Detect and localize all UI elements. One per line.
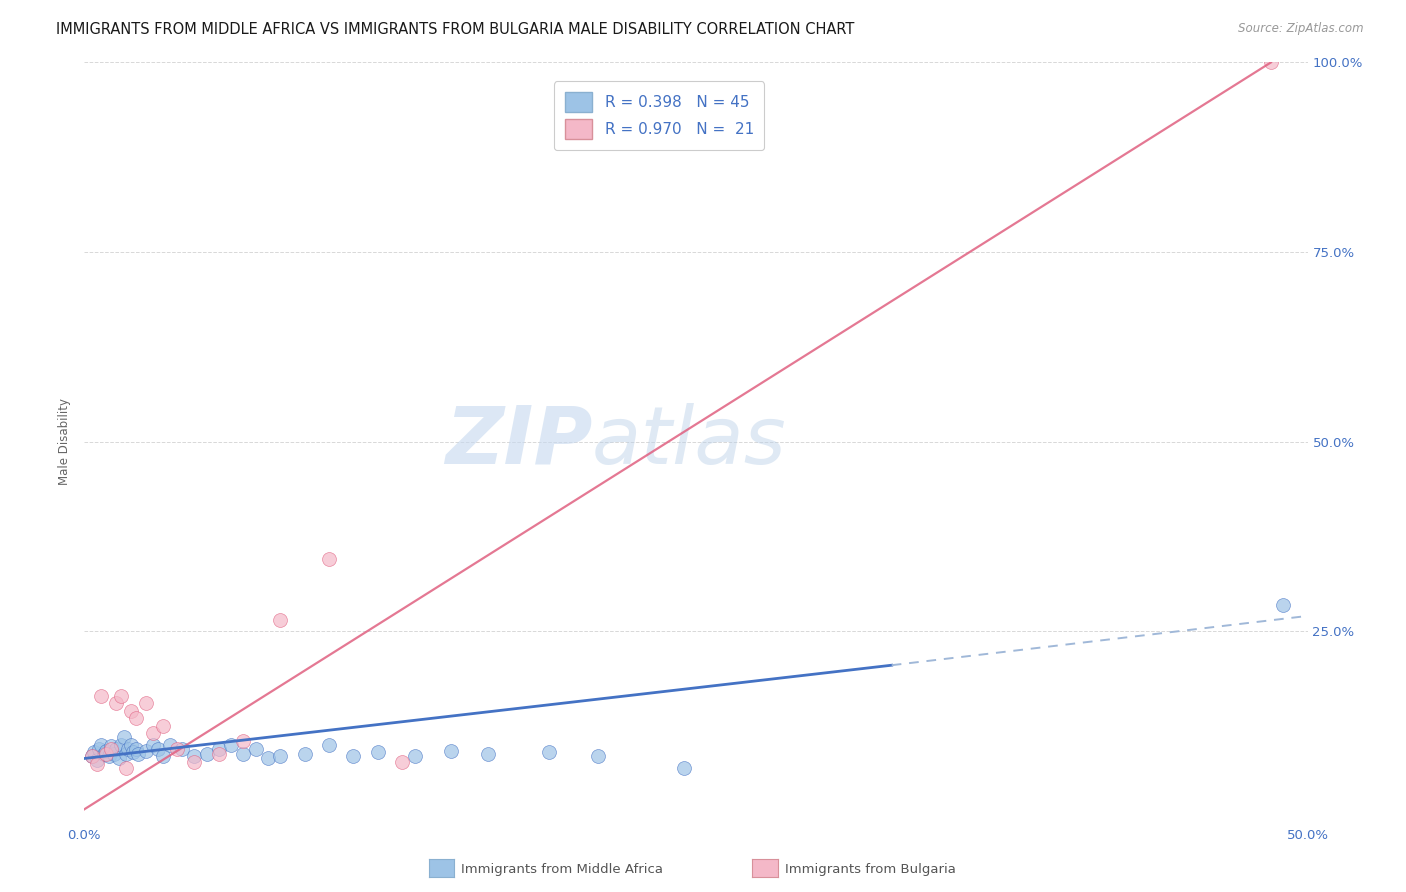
Point bbox=[122, 746, 145, 760]
Point bbox=[172, 741, 194, 756]
Point bbox=[80, 749, 103, 764]
Text: IMMIGRANTS FROM MIDDLE AFRICA VS IMMIGRANTS FROM BULGARIA MALE DISABILITY CORREL: IMMIGRANTS FROM MIDDLE AFRICA VS IMMIGRA… bbox=[56, 22, 855, 37]
Point bbox=[269, 613, 291, 627]
Point bbox=[183, 755, 205, 769]
Point bbox=[100, 739, 122, 754]
Point bbox=[110, 738, 132, 752]
Point bbox=[152, 719, 174, 733]
Text: Immigrants from Middle Africa: Immigrants from Middle Africa bbox=[461, 863, 664, 876]
Point bbox=[115, 747, 138, 761]
Point bbox=[294, 747, 316, 761]
Point bbox=[208, 747, 231, 761]
Point bbox=[208, 741, 231, 756]
Point bbox=[342, 749, 364, 764]
Point bbox=[105, 741, 128, 756]
Point bbox=[440, 744, 463, 758]
Legend: R = 0.398   N = 45, R = 0.970   N =  21: R = 0.398 N = 45, R = 0.970 N = 21 bbox=[554, 81, 765, 150]
Point bbox=[142, 738, 165, 752]
Point bbox=[93, 747, 115, 761]
Point bbox=[107, 751, 129, 765]
Point bbox=[195, 747, 218, 761]
Point bbox=[1260, 55, 1282, 70]
Point bbox=[86, 753, 108, 767]
Point bbox=[257, 751, 280, 765]
Point bbox=[117, 741, 139, 756]
Point bbox=[110, 689, 132, 703]
Point bbox=[477, 747, 499, 761]
Point bbox=[80, 749, 103, 764]
Point bbox=[135, 696, 157, 710]
Point bbox=[142, 726, 165, 740]
Point bbox=[245, 741, 267, 756]
Text: atlas: atlas bbox=[592, 402, 787, 481]
Point bbox=[120, 738, 142, 752]
Point bbox=[120, 704, 142, 718]
Point bbox=[90, 738, 112, 752]
Point bbox=[232, 747, 254, 761]
Point bbox=[318, 552, 340, 566]
Point bbox=[391, 755, 413, 769]
Point bbox=[146, 741, 169, 756]
Point bbox=[538, 746, 561, 760]
Point bbox=[367, 746, 389, 760]
Y-axis label: Male Disability: Male Disability bbox=[58, 398, 72, 485]
Point bbox=[152, 749, 174, 764]
Point bbox=[103, 747, 125, 761]
Point bbox=[127, 747, 149, 761]
Point bbox=[183, 749, 205, 764]
Point bbox=[90, 689, 112, 703]
Point bbox=[269, 749, 291, 764]
Point bbox=[166, 741, 188, 756]
Point bbox=[96, 744, 118, 758]
Point bbox=[1272, 598, 1295, 612]
Point bbox=[318, 738, 340, 752]
Point bbox=[100, 741, 122, 756]
Point bbox=[97, 749, 120, 764]
Point bbox=[86, 756, 108, 771]
Point bbox=[159, 738, 181, 752]
Text: ZIP: ZIP bbox=[444, 402, 592, 481]
Point bbox=[135, 744, 157, 758]
Point bbox=[219, 738, 242, 752]
Point bbox=[115, 760, 138, 774]
Text: Source: ZipAtlas.com: Source: ZipAtlas.com bbox=[1239, 22, 1364, 36]
Point bbox=[672, 760, 695, 774]
Point bbox=[125, 741, 148, 756]
Point bbox=[83, 746, 105, 760]
Point bbox=[232, 734, 254, 748]
Point bbox=[87, 741, 110, 756]
Text: Immigrants from Bulgaria: Immigrants from Bulgaria bbox=[785, 863, 956, 876]
Point bbox=[125, 711, 148, 725]
Point bbox=[112, 730, 135, 744]
Point bbox=[586, 749, 609, 764]
Point bbox=[105, 696, 128, 710]
Point bbox=[96, 747, 118, 761]
Point bbox=[404, 749, 426, 764]
